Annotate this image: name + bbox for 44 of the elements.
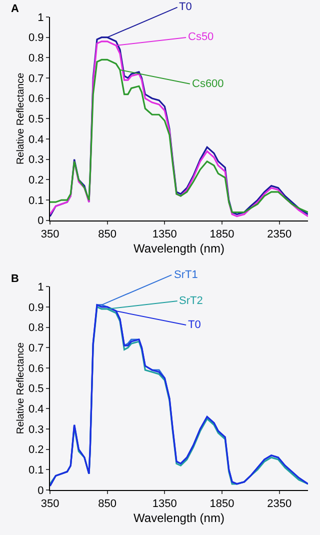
x-tick-label: 350 (40, 498, 60, 510)
y-tick-label: 0.5 (28, 114, 44, 126)
y-tick-label: 0.3 (28, 424, 44, 436)
x-tick-label: 1350 (152, 498, 177, 510)
text: T0 (188, 319, 201, 331)
y-tick-label: 1 (38, 12, 44, 24)
y-tick-label: 0.1 (28, 464, 44, 477)
x-tick-label: 850 (98, 228, 117, 241)
y-tick-label: 0 (38, 215, 44, 228)
text: Cs600 (192, 78, 224, 90)
x-axis-title: Wavelength (nm) (134, 511, 224, 526)
y-tick-label: 0.4 (28, 134, 44, 146)
y-axis-title: Relative Reflectance (16, 342, 27, 434)
y-tick-label: 0.7 (28, 342, 44, 354)
y-tick-label: 0 (38, 484, 44, 497)
x-tick-label: 1850 (210, 498, 234, 510)
x-tick-label: 1850 (210, 228, 234, 241)
y-tick-label: 1 (38, 281, 44, 294)
y-tick-label: 0.9 (28, 302, 44, 314)
y-tick-label: 0.6 (28, 362, 44, 375)
x-axis-title: Wavelength (nm) (134, 241, 224, 256)
text: Cs50 (188, 31, 214, 43)
y-tick-label: 0.6 (28, 93, 44, 106)
text: SrT1 (174, 269, 198, 281)
chart-title: B (11, 273, 19, 285)
text: T0 (179, 1, 192, 13)
x-tick-label: 2350 (267, 498, 292, 510)
y-tick-label: 0.5 (28, 383, 44, 396)
x-tick-label: 350 (40, 228, 60, 241)
y-tick-label: 0.9 (28, 32, 44, 44)
chart-title: A (11, 3, 19, 15)
y-tick-label: 0.8 (28, 52, 44, 65)
y-tick-label: 0.7 (28, 72, 44, 85)
y-axis-title: Relative Reflectance (16, 72, 27, 165)
y-tick-label: 0.2 (28, 174, 44, 187)
y-tick-label: 0.1 (28, 194, 44, 207)
x-tick-label: 850 (98, 498, 117, 510)
y-tick-label: 0.4 (28, 403, 44, 416)
y-tick-label: 0.3 (28, 154, 44, 166)
y-tick-label: 0.2 (28, 444, 44, 456)
y-tick-label: 0.8 (28, 322, 44, 334)
text: SrT2 (179, 295, 203, 307)
x-tick-label: 2350 (267, 228, 292, 241)
x-tick-label: 1350 (152, 228, 177, 241)
